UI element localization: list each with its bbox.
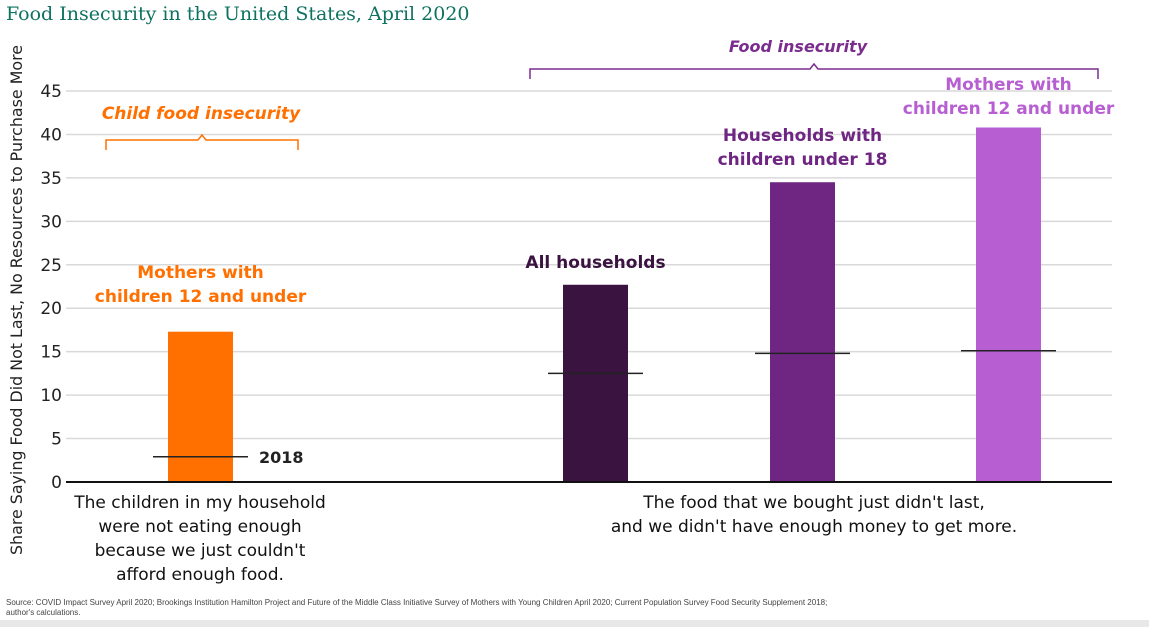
y-tick-label: 10 (40, 386, 62, 406)
y-axis-label: Share Saying Food Did Not Last, No Resou… (7, 45, 26, 555)
bar-label: children under 18 (718, 150, 888, 170)
y-tick-label: 30 (40, 212, 62, 232)
source-line: author's calculations. (6, 608, 81, 617)
bar-label: All households (525, 253, 665, 273)
category-label: were not eating enough (98, 517, 301, 537)
category-label: The food that we bought just didn't last… (642, 493, 985, 513)
category-label: The children in my household (73, 493, 326, 513)
bar-label: children 12 and under (903, 99, 1115, 119)
bar (168, 331, 233, 482)
category-label: afford enough food. (116, 565, 284, 585)
annotation-2018: 2018 (259, 448, 304, 467)
bar (976, 127, 1041, 482)
bar-label: Mothers with (137, 263, 264, 283)
bar-label: children 12 and under (95, 287, 307, 307)
bar (563, 284, 628, 482)
y-tick-label: 20 (40, 299, 62, 319)
y-tick-label: 25 (40, 256, 62, 276)
bar-label: Households with (723, 126, 882, 146)
y-tick-label: 0 (51, 473, 62, 493)
y-tick-label: 45 (40, 82, 62, 102)
y-tick-label: 15 (40, 343, 62, 363)
bottom-bar (0, 620, 1149, 627)
y-tick-label: 5 (51, 430, 62, 450)
source-note: Source: COVID Impact Survey April 2020; … (6, 598, 1106, 618)
category-label: and we didn't have enough money to get m… (611, 517, 1017, 537)
y-tick-label: 40 (40, 125, 62, 145)
source-line: Source: COVID Impact Survey April 2020; … (6, 598, 828, 607)
group-bracket-child (105, 133, 299, 150)
bar (770, 182, 835, 482)
group-bracket-food (529, 62, 1099, 79)
bar-label: Mothers with (945, 75, 1072, 95)
group-label-child-food-insecurity: Child food insecurity (102, 104, 301, 124)
group-label-food-insecurity: Food insecurity (729, 37, 868, 56)
category-label: because we just couldn't (95, 541, 306, 561)
bar-chart: 0 5 10 15 20 25 30 35 40 45 Share Saying Food Did … (7, 37, 1115, 585)
chart-title: Food Insecurity in the United States, Ap… (6, 3, 470, 25)
y-tick-label: 35 (40, 169, 62, 189)
